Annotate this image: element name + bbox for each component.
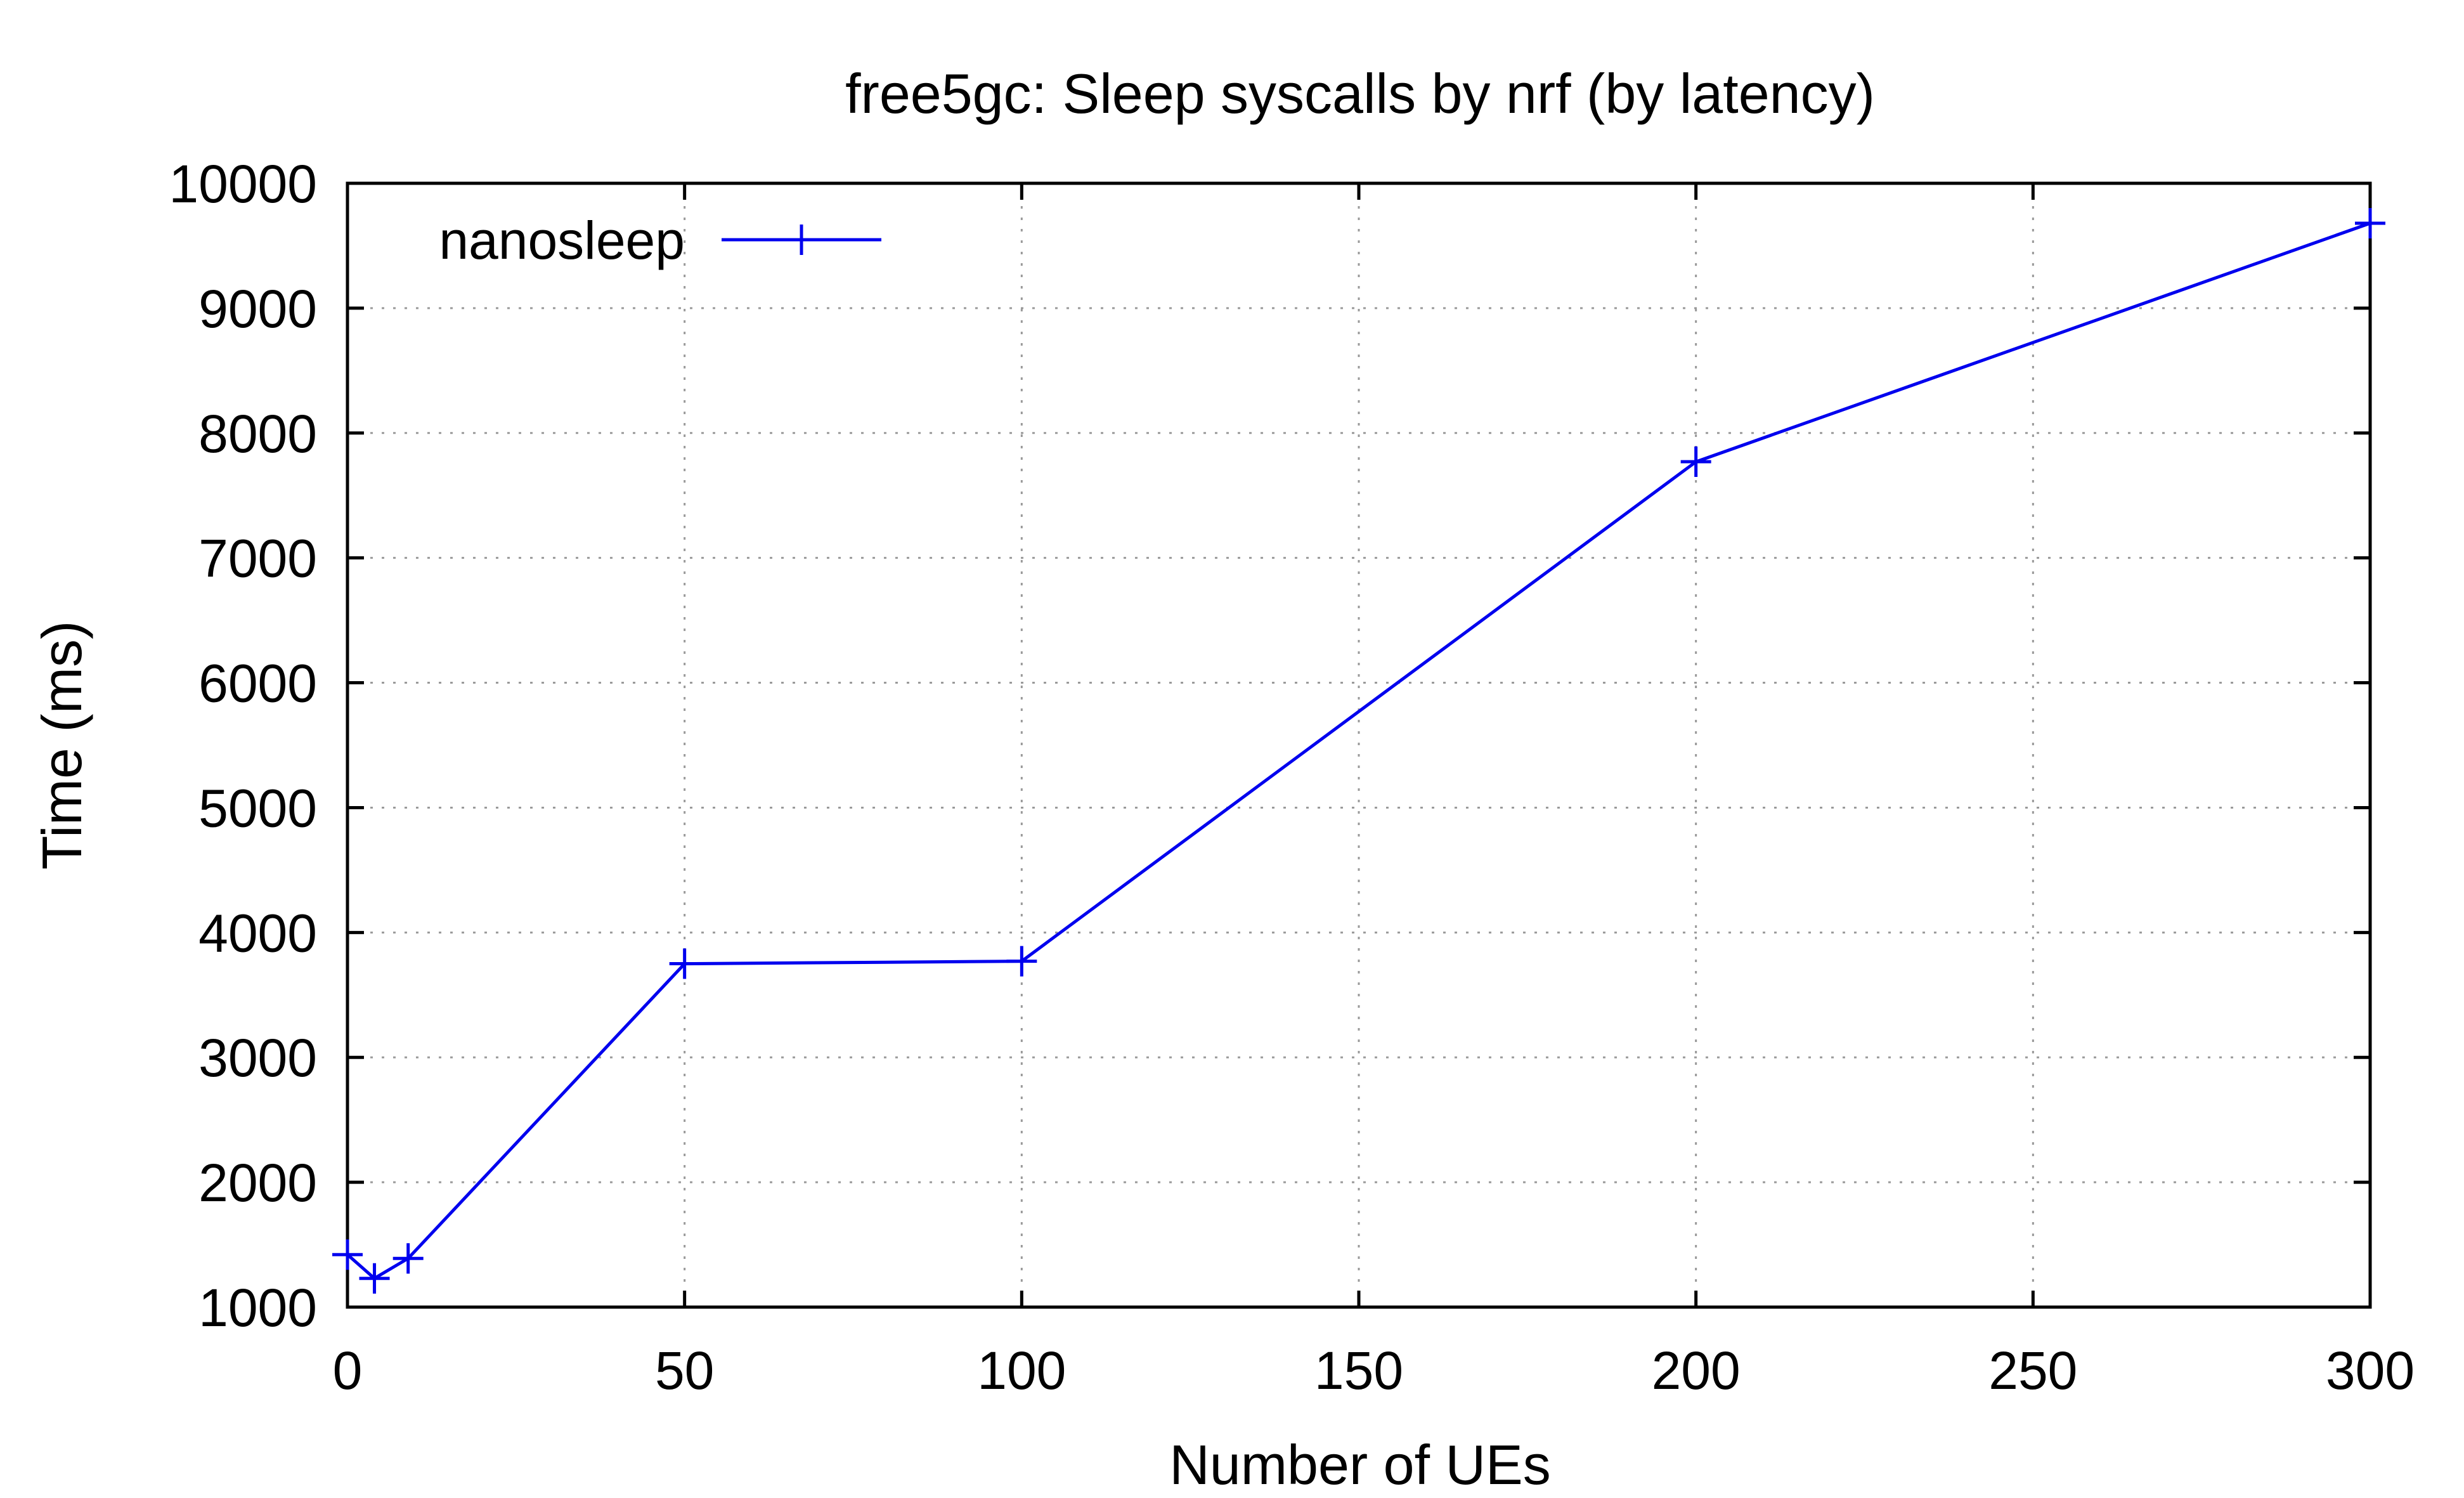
y-tick-label: 4000 (198, 903, 317, 963)
y-tick-labels: 1000 2000 3000 4000 5000 6000 7000 8000 9000 1000… (169, 154, 317, 1338)
x-tick-label: 250 (1988, 1341, 2077, 1400)
y-axis-label: Time (ms) (30, 621, 93, 870)
data-point (392, 1243, 424, 1274)
y-tick-label: 7000 (198, 529, 317, 589)
y-tick-label: 3000 (198, 1028, 317, 1088)
y-tick-label: 9000 (198, 279, 317, 339)
grid (347, 183, 2370, 1307)
x-tick-labels: 0 50 100 150 200 250 300 (333, 1341, 2415, 1400)
x-tick-label: 300 (2326, 1341, 2415, 1400)
data-point (669, 948, 700, 979)
data-point (1680, 446, 1711, 478)
x-tick-label: 50 (655, 1341, 714, 1400)
y-tick-label: 8000 (198, 404, 317, 464)
y-tick-label: 1000 (198, 1278, 317, 1338)
data-point (1006, 946, 1037, 977)
data-point (332, 1239, 363, 1270)
legend: nanosleep (439, 211, 881, 270)
axis-ticks (346, 181, 2372, 1309)
chart-title: free5gc: Sleep syscalls by nrf (by laten… (845, 62, 1875, 125)
y-tick-label: 6000 (198, 654, 317, 713)
data-point (2355, 208, 2385, 239)
x-tick-label: 100 (977, 1341, 1066, 1400)
series-layer (332, 208, 2385, 1294)
x-tick-label: 0 (333, 1341, 363, 1400)
x-axis-label: Number of UEs (1169, 1433, 1551, 1496)
y-tick-label: 5000 (198, 778, 317, 838)
legend-marker (786, 225, 817, 255)
y-tick-label: 10000 (169, 154, 317, 214)
data-point (359, 1263, 390, 1294)
x-tick-label: 200 (1652, 1341, 1741, 1400)
x-tick-label: 150 (1314, 1341, 1403, 1400)
legend-label-nanosleep: nanosleep (439, 211, 685, 270)
y-tick-label: 2000 (198, 1153, 317, 1213)
